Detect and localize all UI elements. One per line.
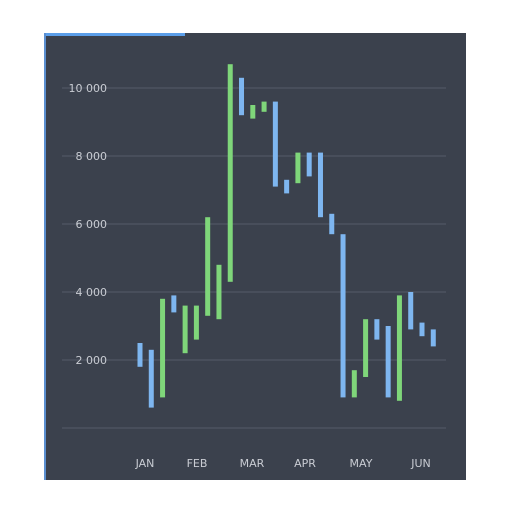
bar-mar-up (261, 101, 267, 112)
bar-apr-down (284, 179, 290, 194)
x-tick-label: JAN (135, 457, 155, 470)
bar-may-down (385, 326, 391, 398)
y-tick-label: 2 000 (76, 354, 108, 367)
bar-jan-down (171, 295, 177, 313)
bar-jun-up (396, 295, 402, 401)
bar-may-down (340, 234, 346, 398)
y-tick-label: 4 000 (76, 286, 108, 299)
x-axis: JAN FEB MAR APR MAY JUN (135, 457, 431, 470)
bar-may-up (351, 370, 357, 398)
bar-jun-down (430, 329, 436, 347)
bar-jun-down (408, 292, 414, 330)
panel-left-edge (44, 33, 46, 480)
y-tick-label: 10 000 (69, 82, 108, 95)
x-tick-label: FEB (187, 457, 208, 470)
x-tick-label: JUN (410, 457, 431, 470)
bar-feb-up (205, 217, 211, 316)
y-axis: 2 000 4 000 6 000 8 000 10 000 (69, 82, 108, 367)
bar-jan-up (160, 298, 166, 398)
bar-apr-down (317, 152, 323, 218)
bar-mar-down (239, 77, 245, 116)
bar-mar-down (272, 101, 278, 187)
panel-accent-bar (44, 33, 185, 36)
x-tick-label: APR (294, 457, 316, 470)
bar-apr-up (295, 152, 301, 184)
bar-feb-up (193, 305, 199, 340)
bar-jan-down (148, 349, 154, 408)
gridlines (62, 87, 446, 429)
bar-may-up (363, 319, 369, 377)
bar-apr-down (306, 152, 312, 177)
bar-mar-up (250, 105, 256, 119)
bar-may-down (329, 213, 335, 235)
data-bars (137, 64, 436, 408)
bar-jun-down (419, 322, 425, 337)
x-tick-label: MAY (350, 457, 373, 470)
x-tick-label: MAR (240, 457, 265, 470)
bar-feb-up (216, 264, 222, 320)
bar-mar-up (227, 64, 233, 282)
bar-jan-down (137, 343, 143, 367)
y-tick-label: 8 000 (76, 150, 108, 163)
y-tick-label: 6 000 (76, 218, 108, 231)
bar-may-down (374, 319, 380, 340)
bar-feb-up (182, 305, 188, 354)
